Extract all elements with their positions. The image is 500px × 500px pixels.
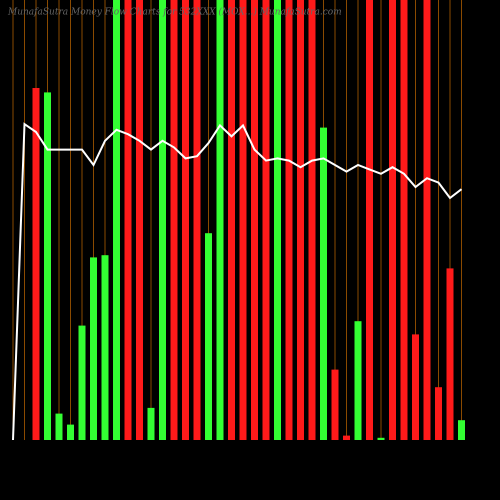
bar [136, 0, 143, 440]
bar [55, 413, 63, 440]
bar [308, 0, 316, 440]
chart-title: MunafaSutra Money Flow Charts for 532XXX… [7, 7, 342, 18]
bar [159, 0, 166, 440]
bar [285, 0, 293, 440]
bar [400, 0, 408, 440]
bar [423, 0, 431, 440]
bar [412, 334, 419, 440]
bar [262, 0, 270, 440]
bar [239, 0, 247, 440]
bar [216, 0, 224, 440]
money-flow-line [12, 122, 463, 441]
bar [170, 0, 178, 440]
bar [78, 325, 86, 440]
bar [366, 0, 373, 440]
bar [320, 127, 327, 440]
bar [124, 0, 132, 440]
bar [90, 257, 97, 440]
bar [147, 407, 155, 440]
bar [101, 255, 109, 440]
bar [228, 0, 235, 440]
bar [251, 0, 258, 440]
bar [32, 88, 40, 440]
bar [331, 369, 339, 440]
bar [458, 420, 465, 440]
bar [343, 435, 350, 440]
bar [446, 268, 454, 440]
bar [354, 321, 362, 440]
bar [435, 387, 442, 440]
bar [44, 92, 51, 441]
bar [274, 0, 281, 440]
bar [113, 0, 120, 440]
bar [377, 437, 385, 440]
bar [182, 0, 189, 440]
bar [205, 233, 212, 440]
bar [389, 0, 396, 440]
bar [67, 424, 74, 440]
bar [193, 0, 201, 440]
bar [297, 0, 304, 440]
